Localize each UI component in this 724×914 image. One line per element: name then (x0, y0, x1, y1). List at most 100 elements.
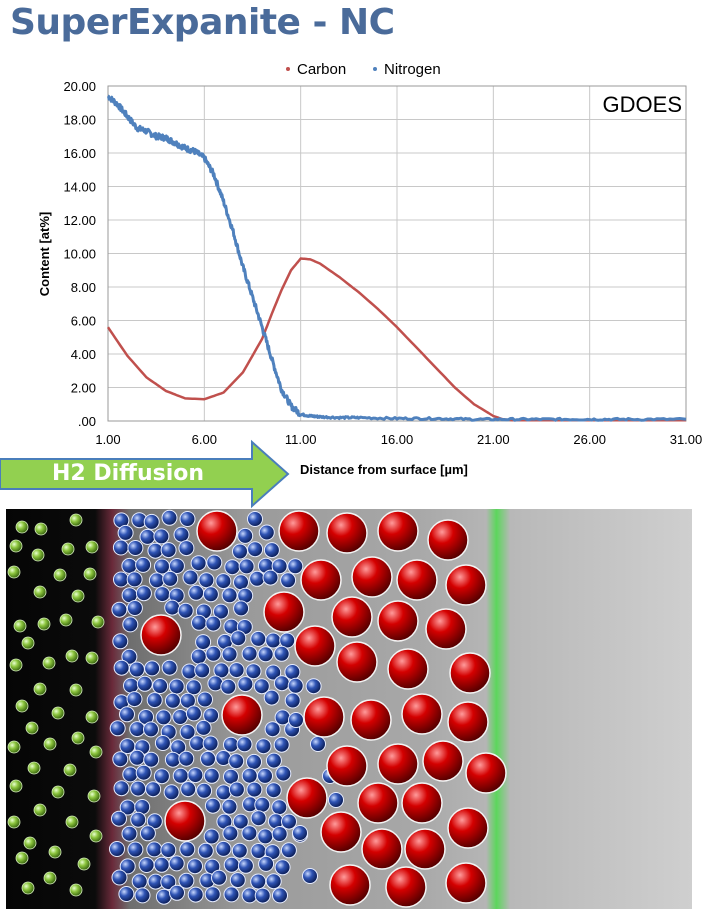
nitrogen-atom (113, 571, 129, 588)
hydrogen-atom (85, 540, 99, 554)
hydrogen-atom (87, 789, 101, 803)
carbon-atom (329, 864, 371, 906)
nitrogen-atom (236, 736, 253, 753)
nitrogen-atom (187, 858, 203, 875)
y-tick-label: 8.00 (71, 280, 96, 295)
nitrogen-atom (146, 692, 163, 709)
nitrogen-atom (111, 869, 128, 886)
nitrogen-atom (179, 841, 196, 858)
nitrogen-atom (250, 630, 267, 647)
nitrogen-atom (265, 664, 282, 681)
nitrogen-atom (190, 555, 207, 572)
nitrogen-atom (126, 571, 143, 588)
carbon-atom (357, 782, 399, 824)
plot-area-border (107, 85, 687, 422)
legend-marker-nitrogen (373, 67, 377, 71)
nitrogen-atom (220, 678, 237, 695)
nitrogen-atom (257, 828, 274, 845)
chart-legend: Carbon Nitrogen (286, 61, 441, 78)
hydrogen-atom (9, 779, 23, 793)
nitrogen-atom (211, 869, 227, 886)
carbon-atom (377, 743, 419, 785)
nitrogen-atom (123, 677, 139, 694)
nitrogen-atom (263, 542, 280, 559)
gdoes-annotation: GDOES (603, 92, 682, 117)
nitrogen-atom (190, 648, 207, 665)
y-tick-label: 20.00 (63, 79, 96, 94)
hydrogen-atom (89, 745, 103, 759)
nitrogen-atom (241, 645, 258, 662)
carbon-atom (445, 862, 487, 904)
nitrogen-atom (180, 781, 197, 798)
nitrogen-atom (205, 615, 222, 632)
hydrogen-atom (71, 731, 85, 745)
nitrogen-atom (254, 887, 271, 904)
nitrogen-atom (168, 855, 185, 872)
carbon-atom (385, 866, 427, 908)
hydrogen-atom (33, 803, 47, 817)
nitrogen-atom (168, 678, 185, 695)
atoms-layer (7, 509, 507, 908)
nitrogen-atom (148, 572, 165, 589)
hydrogen-atom (7, 565, 21, 579)
carbon-atom (351, 556, 393, 598)
nitrogen-atom (112, 633, 129, 650)
hydrogen-atom (59, 613, 73, 627)
nitrogen-atom (265, 752, 282, 769)
x-tick-label: 11.00 (285, 432, 317, 447)
nitrogen-atom (164, 692, 181, 709)
nitrogen-atom (246, 781, 263, 798)
h2-diffusion-label: H2 Diffusion (51, 461, 205, 486)
nitrogen-atom (273, 645, 290, 662)
nitrogen-atom (237, 676, 254, 693)
nitrogen-atom (222, 825, 239, 842)
hydrogen-atom (48, 845, 62, 859)
series-line-nitrogen (107, 94, 687, 422)
nitrogen-atom (118, 886, 135, 902)
nitrogen-atom (130, 780, 147, 797)
carbon-atom (427, 519, 469, 561)
nitrogen-atom (237, 857, 254, 874)
nitrogen-atom (112, 751, 129, 768)
nitrogen-atom (152, 678, 169, 694)
carbon-atom (361, 828, 403, 870)
nitrogen-atom (191, 614, 207, 631)
nitrogen-atom (202, 586, 219, 603)
carbon-atom (401, 782, 443, 824)
hydrogen-atom (53, 568, 67, 582)
nitrogen-atom (229, 872, 246, 889)
nitrogen-atom (257, 767, 273, 784)
nitrogen-atom (164, 599, 181, 616)
carbon-atom (449, 652, 491, 694)
hydrogen-atom (15, 699, 29, 713)
hydrogen-atom (77, 857, 91, 871)
nitrogen-atom (250, 873, 267, 890)
nitrogen-atom (160, 874, 177, 891)
nitrogen-atom (264, 721, 281, 738)
nitrogen-atom (250, 843, 267, 859)
nitrogen-atom (143, 513, 160, 530)
nitrogen-atom (160, 842, 177, 859)
nitrogen-atom (121, 557, 138, 574)
nitrogen-atom (223, 856, 240, 873)
nitrogen-atom (223, 736, 239, 753)
nitrogen-atom (263, 689, 280, 706)
nitrogen-atom (129, 721, 146, 738)
carbon-atom (396, 559, 438, 601)
hydrogen-atom (83, 567, 97, 581)
y-axis-label: Content [at%] (37, 212, 52, 297)
nitrogen-atom (111, 601, 128, 618)
carbon-atom (387, 648, 429, 690)
nitrogen-atom (135, 556, 152, 573)
nitrogen-atom (178, 750, 195, 767)
nitrogen-atom (271, 558, 288, 575)
nitrogen-atom (204, 797, 221, 814)
nitrogen-atom (310, 736, 326, 752)
nitrogen-atom (178, 540, 195, 557)
nitrogen-atom (258, 855, 275, 872)
carbon-atom (445, 564, 487, 606)
carbon-atom (331, 596, 373, 638)
nitrogen-atom (111, 810, 127, 827)
carbon-atom (221, 694, 263, 736)
nitrogen-atom (179, 724, 196, 740)
